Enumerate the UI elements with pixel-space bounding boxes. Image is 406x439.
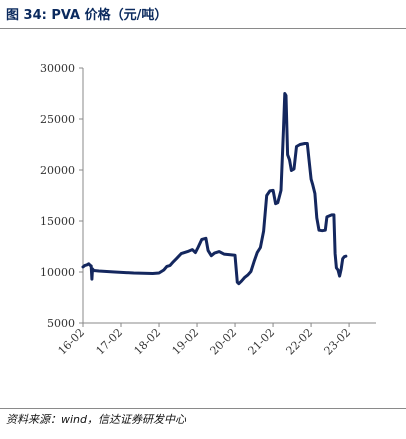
x-tick-label: 18-02: [132, 326, 164, 358]
x-tick-label: 16-02: [56, 326, 88, 358]
y-tick-label: 25000: [40, 113, 75, 126]
y-tick-label: 10000: [40, 266, 75, 279]
series-group: [81, 92, 348, 286]
x-tick-label: 20-02: [208, 326, 240, 358]
top-divider: [0, 28, 406, 29]
x-tick-label: 23-02: [322, 326, 354, 358]
y-tick-label: 5000: [47, 317, 75, 330]
y-axis: 5000 10000 15000 20000 25000 30000: [40, 62, 84, 330]
x-axis: 16-02 17-02 18-02 19-02 20-02 21-02 22-02 23-02: [56, 322, 376, 358]
y-tick-label: 20000: [40, 164, 75, 177]
series-line-0: [81, 92, 348, 286]
y-tick-label: 30000: [40, 62, 75, 75]
y-tick-label: 15000: [40, 215, 75, 228]
chart-title: 图 34: PVA 价格（元/吨）: [6, 8, 168, 23]
x-tick-label: 19-02: [170, 326, 202, 358]
bottom-divider: [0, 408, 406, 409]
x-tick-label: 21-02: [246, 326, 278, 358]
x-tick-label: 22-02: [284, 326, 316, 358]
x-tick-label: 17-02: [94, 326, 126, 358]
source-note: 资料来源：wind，信达证券研发中心: [6, 413, 187, 426]
